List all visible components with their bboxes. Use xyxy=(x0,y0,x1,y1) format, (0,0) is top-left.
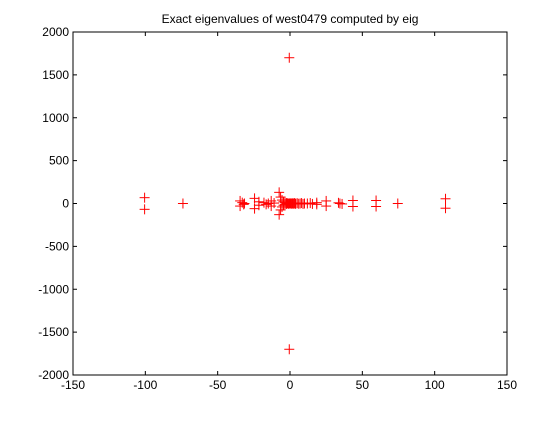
x-tick-label: -50 xyxy=(209,378,227,392)
data-point xyxy=(261,199,272,210)
data-point xyxy=(333,197,344,208)
data-point xyxy=(237,197,248,208)
x-tick-label: -150 xyxy=(61,378,85,392)
data-point xyxy=(269,198,280,209)
x-tick-label: 0 xyxy=(287,378,294,392)
data-point xyxy=(274,187,285,198)
data-point xyxy=(139,204,150,215)
x-tick-label: 150 xyxy=(497,378,517,392)
data-point xyxy=(299,198,310,209)
y-tick-label: -1500 xyxy=(38,325,69,339)
y-tick-label: 1000 xyxy=(42,111,69,125)
y-tick-label: 1500 xyxy=(42,68,69,82)
y-tick-label: -1000 xyxy=(38,282,69,296)
data-point xyxy=(321,201,332,212)
data-point xyxy=(392,198,403,209)
data-point xyxy=(440,193,451,204)
data-point xyxy=(253,200,264,211)
x-axis: -150 -100 -50 0 50 100 150 xyxy=(61,32,517,392)
chart-title: Exact eigenvalues of west0479 computed b… xyxy=(162,12,419,26)
data-point xyxy=(284,344,295,355)
data-point xyxy=(284,52,295,63)
data-point xyxy=(177,198,188,209)
y-tick-label: 0 xyxy=(62,197,69,211)
data-point xyxy=(440,203,451,214)
y-tick-label: -2000 xyxy=(38,368,69,382)
data-point xyxy=(258,197,269,208)
data-point xyxy=(274,209,285,220)
y-tick-label: 500 xyxy=(49,154,69,168)
data-point xyxy=(347,201,358,212)
x-tick-label: 50 xyxy=(356,378,370,392)
data-point xyxy=(371,201,382,212)
y-tick-label: -500 xyxy=(45,239,69,253)
y-axis: -2000 -1500 -1000 -500 0 500 1000 1500 2000 xyxy=(38,25,507,382)
data-point xyxy=(139,192,150,203)
data-markers xyxy=(139,52,451,355)
x-tick-label: -100 xyxy=(133,378,157,392)
data-point xyxy=(238,199,249,210)
y-tick-label: 2000 xyxy=(42,25,69,39)
data-point xyxy=(239,198,250,209)
x-tick-label: 100 xyxy=(425,378,445,392)
